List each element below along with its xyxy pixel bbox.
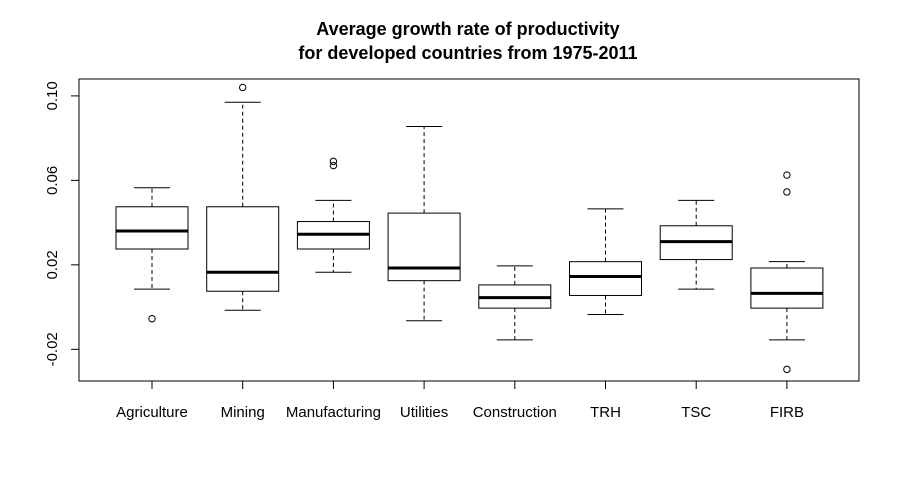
outlier-point (783, 171, 791, 179)
chart-title-line-1: Average growth rate of productivity (316, 19, 619, 39)
outlier-point (329, 161, 338, 170)
iqr-box (750, 267, 824, 309)
x-category-label: TRH (590, 404, 621, 421)
y-tick-label: -0.02 (44, 332, 61, 366)
x-category-label: Construction (473, 404, 557, 421)
box-utilities (387, 126, 461, 322)
boxes-group (115, 83, 824, 374)
x-category-label: Utilities (400, 404, 448, 421)
x-category-label: Mining (221, 404, 265, 421)
box-tsc (659, 199, 733, 290)
y-tick-label: 0.06 (44, 166, 61, 195)
y-axis: -0.02 0.02 0.06 0.10 (44, 81, 80, 366)
outlier-point (329, 157, 338, 166)
iqr-box (569, 261, 642, 296)
box-agriculture (115, 187, 189, 323)
y-tick-label: 0.10 (44, 81, 61, 110)
x-category-label: Manufacturing (286, 404, 381, 421)
outlier-point (783, 365, 791, 374)
y-tick-label: 0.02 (44, 250, 61, 279)
box-construction (478, 265, 552, 341)
x-category-label: FIRB (770, 404, 804, 421)
iqr-box (115, 206, 189, 250)
iqr-box (206, 206, 280, 292)
outlier-point (783, 188, 791, 196)
iqr-box (387, 212, 461, 282)
outlier-point (239, 83, 247, 92)
box-firb (750, 171, 824, 374)
box-mining (206, 83, 280, 311)
outlier-point (148, 314, 156, 323)
x-category-label: TSC (681, 404, 711, 421)
x-axis: Agriculture Mining Manufacturing Utilities C… (116, 380, 804, 421)
chart-title-line-2: for developed countries from 1975-2011 (298, 43, 637, 63)
x-category-label: Agriculture (116, 404, 188, 421)
box-manufacturing (296, 157, 370, 273)
box-trh (569, 208, 642, 315)
